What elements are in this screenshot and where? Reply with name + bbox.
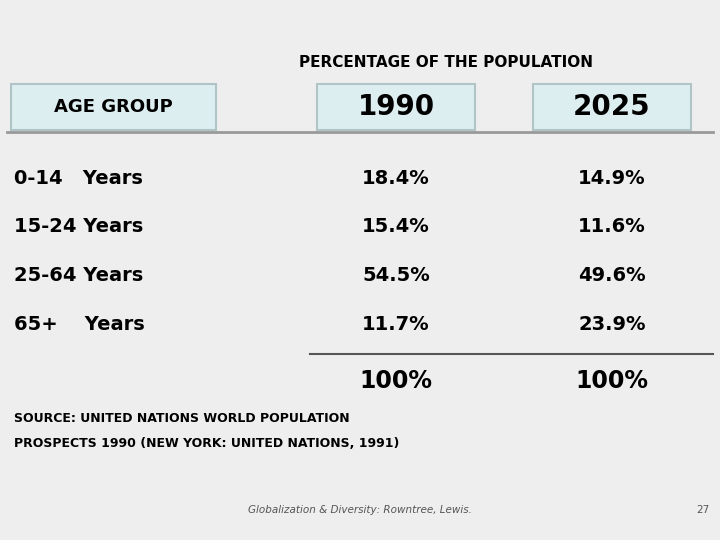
Text: 100%: 100% bbox=[575, 369, 649, 393]
Text: 15-24 Years: 15-24 Years bbox=[14, 217, 144, 237]
Text: 65+    Years: 65+ Years bbox=[14, 314, 145, 334]
Text: 27: 27 bbox=[696, 505, 709, 515]
Text: 23.9%: 23.9% bbox=[578, 314, 646, 334]
Text: PROSPECTS 1990 (NEW YORK: UNITED NATIONS, 1991): PROSPECTS 1990 (NEW YORK: UNITED NATIONS… bbox=[14, 437, 400, 450]
Text: 49.6%: 49.6% bbox=[578, 266, 646, 285]
Text: 2025: 2025 bbox=[573, 93, 651, 121]
Text: 54.5%: 54.5% bbox=[362, 266, 430, 285]
Text: Globalization & Diversity: Rowntree, Lewis.: Globalization & Diversity: Rowntree, Lew… bbox=[248, 505, 472, 515]
Bar bbox=[317, 84, 475, 130]
Text: SOURCE: UNITED NATIONS WORLD POPULATION: SOURCE: UNITED NATIONS WORLD POPULATION bbox=[14, 412, 350, 425]
Text: AGE GROUP: AGE GROUP bbox=[54, 98, 173, 116]
Text: 100%: 100% bbox=[359, 369, 433, 393]
Text: 11.6%: 11.6% bbox=[578, 217, 646, 237]
Text: PERCENTAGE OF THE POPULATION: PERCENTAGE OF THE POPULATION bbox=[300, 55, 593, 70]
Text: 15.4%: 15.4% bbox=[362, 217, 430, 237]
Text: 14.9%: 14.9% bbox=[578, 168, 646, 188]
Text: 0-14   Years: 0-14 Years bbox=[14, 168, 143, 188]
Text: 18.4%: 18.4% bbox=[362, 168, 430, 188]
Text: 1990: 1990 bbox=[357, 93, 435, 121]
Text: 25-64 Years: 25-64 Years bbox=[14, 266, 144, 285]
Bar bbox=[533, 84, 691, 130]
Text: 11.7%: 11.7% bbox=[362, 314, 430, 334]
Bar bbox=[11, 84, 216, 130]
